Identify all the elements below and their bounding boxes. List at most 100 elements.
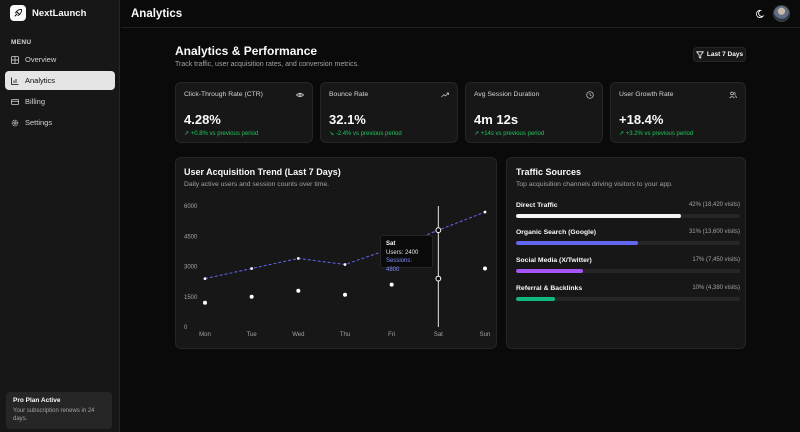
traffic-title: Traffic Sources <box>516 167 582 177</box>
data-point-users <box>249 294 254 299</box>
stat-delta: ↗ +14s vs previous period <box>474 131 545 137</box>
theme-toggle-button[interactable] <box>754 7 766 19</box>
stat-card-ctr: Click-Through Rate (CTR) 4.28% ↗ +0.8% v… <box>175 82 313 143</box>
stat-value: 4.28% <box>184 112 221 127</box>
data-point-users <box>483 266 487 271</box>
page-subtitle: Track traffic, user acquisition rates, a… <box>175 61 360 68</box>
card-icon <box>11 98 19 106</box>
sidebar-item-label: Analytics <box>25 76 56 85</box>
brand[interactable]: NextLaunch <box>0 0 119 26</box>
gear-icon <box>11 119 19 127</box>
stat-value: +18.4% <box>619 112 664 127</box>
y-tick-label: 1500 <box>184 295 198 301</box>
source-value: 31% (13,600 visits) <box>688 229 740 235</box>
stat-label: User Growth Rate <box>619 91 674 98</box>
y-tick-label: 3000 <box>184 265 198 271</box>
traffic-source-direct: Direct Traffic 42% (18,420 visits) <box>516 202 740 218</box>
data-point-users <box>203 300 207 305</box>
stat-label: Avg Session Duration <box>474 91 540 98</box>
x-tick-label: Mon <box>199 332 211 338</box>
source-name: Referral & Backlinks <box>516 285 583 292</box>
x-tick-label: Tue <box>247 332 258 338</box>
date-range-label: Last 7 Days <box>706 51 744 58</box>
chart-tooltip: Sat Users: 2400 Sessions: 4800 <box>380 235 433 273</box>
sidebar-item-overview[interactable]: Overview <box>5 50 115 69</box>
chart-title: User Acquisition Trend (Last 7 Days) <box>184 167 341 177</box>
stat-value: 4m 12s <box>474 112 519 127</box>
tooltip-day: Sat <box>386 241 396 247</box>
source-value: 17% (7,450 visits) <box>692 257 740 263</box>
data-point-users <box>343 292 347 297</box>
stat-card-bounce-rate: Bounce Rate 32.1% ↘ -2.4% vs previous pe… <box>320 82 458 143</box>
sidebar-item-settings[interactable]: Settings <box>5 113 115 132</box>
series-line-sessions <box>204 211 486 280</box>
y-tick-label: 0 <box>184 325 188 331</box>
sidebar-nav: Overview Analytics Billing Settings <box>5 50 115 134</box>
brand-name: NextLaunch <box>32 7 87 19</box>
clock-icon <box>586 91 594 99</box>
data-point-sessions <box>483 210 487 214</box>
sidebar-item-label: Settings <box>25 118 53 127</box>
traffic-subtitle: Top acquisition channels driving visitor… <box>516 181 673 188</box>
sidebar-item-billing[interactable]: Billing <box>5 92 115 111</box>
filter-icon <box>696 50 704 59</box>
source-bar-track <box>516 269 740 273</box>
stat-label: Click-Through Rate (CTR) <box>184 91 263 98</box>
acquisition-trend-card: User Acquisition Trend (Last 7 Days) Dai… <box>175 157 497 349</box>
chart-icon <box>11 77 19 85</box>
traffic-sources-card: Traffic Sources Top acquisition channels… <box>506 157 746 349</box>
eye-icon <box>296 92 304 98</box>
source-bar-track <box>516 214 740 218</box>
source-bar-fill <box>516 241 638 245</box>
trend-chart[interactable]: 0 1500 3000 4500 6000 Mon Tue Wed Thu Fri Sat Sun <box>176 200 498 350</box>
x-tick-label: Sat <box>434 332 443 338</box>
data-point-sessions <box>435 227 442 234</box>
menu-label: MENU <box>11 39 32 46</box>
sidebar-item-label: Overview <box>25 55 57 64</box>
data-point-sessions <box>203 277 207 280</box>
data-point-sessions <box>296 257 300 260</box>
stat-delta: ↗ +3.2% vs previous period <box>619 131 694 137</box>
stat-value: 32.1% <box>329 112 366 127</box>
y-tick-label: 6000 <box>184 204 198 210</box>
data-point-users <box>296 288 301 293</box>
source-name: Organic Search (Google) <box>516 229 597 236</box>
source-bar-fill <box>516 297 556 301</box>
data-point-users <box>389 282 394 287</box>
moon-icon <box>755 9 764 18</box>
data-point-sessions <box>250 267 254 270</box>
page-title: Analytics & Performance <box>175 44 318 58</box>
source-name: Social Media (X/Twitter) <box>516 257 592 264</box>
data-point-users <box>435 275 442 282</box>
avatar[interactable] <box>773 5 790 22</box>
topbar: Analytics <box>121 0 800 28</box>
rocket-icon <box>10 5 26 21</box>
plan-title: Pro Plan Active <box>13 397 61 404</box>
traffic-source-organic: Organic Search (Google) 31% (13,600 visit… <box>516 229 740 245</box>
chart-subtitle: Daily active users and session counts ov… <box>184 181 330 188</box>
stat-label: Bounce Rate <box>329 91 369 98</box>
source-value: 10% (4,380 visits) <box>692 285 740 291</box>
layout-icon <box>11 55 19 64</box>
page-header: Analytics & Performance Track traffic, u… <box>175 44 359 68</box>
trend-icon <box>441 92 449 98</box>
tooltip-users: Users: 2400 <box>386 249 419 256</box>
x-tick-label: Fri <box>388 332 395 338</box>
traffic-source-referral: Referral & Backlinks 10% (4,380 visits) <box>516 285 740 301</box>
stat-card-user-growth: User Growth Rate +18.4% ↗ +3.2% vs previ… <box>610 82 746 143</box>
users-icon <box>729 91 737 99</box>
stat-delta: ↗ +0.8% vs previous period <box>184 131 259 137</box>
x-tick-label: Wed <box>292 332 304 338</box>
stat-delta: ↘ -2.4% vs previous period <box>329 131 402 137</box>
sidebar-item-label: Billing <box>25 97 46 106</box>
source-bar-track <box>516 297 740 301</box>
x-tick-label: Thu <box>340 332 350 338</box>
source-bar-fill <box>516 214 681 218</box>
date-range-button[interactable]: Last 7 Days <box>693 47 746 62</box>
plan-status-card: Pro Plan Active Your subscription renews… <box>6 392 112 429</box>
traffic-source-social: Social Media (X/Twitter) 17% (7,450 visit… <box>516 257 740 273</box>
sidebar: NextLaunch MENU Overview Analytics Billi… <box>0 0 120 432</box>
source-name: Direct Traffic <box>516 202 558 209</box>
source-bar-fill <box>516 269 583 273</box>
sidebar-item-analytics[interactable]: Analytics <box>5 71 115 90</box>
